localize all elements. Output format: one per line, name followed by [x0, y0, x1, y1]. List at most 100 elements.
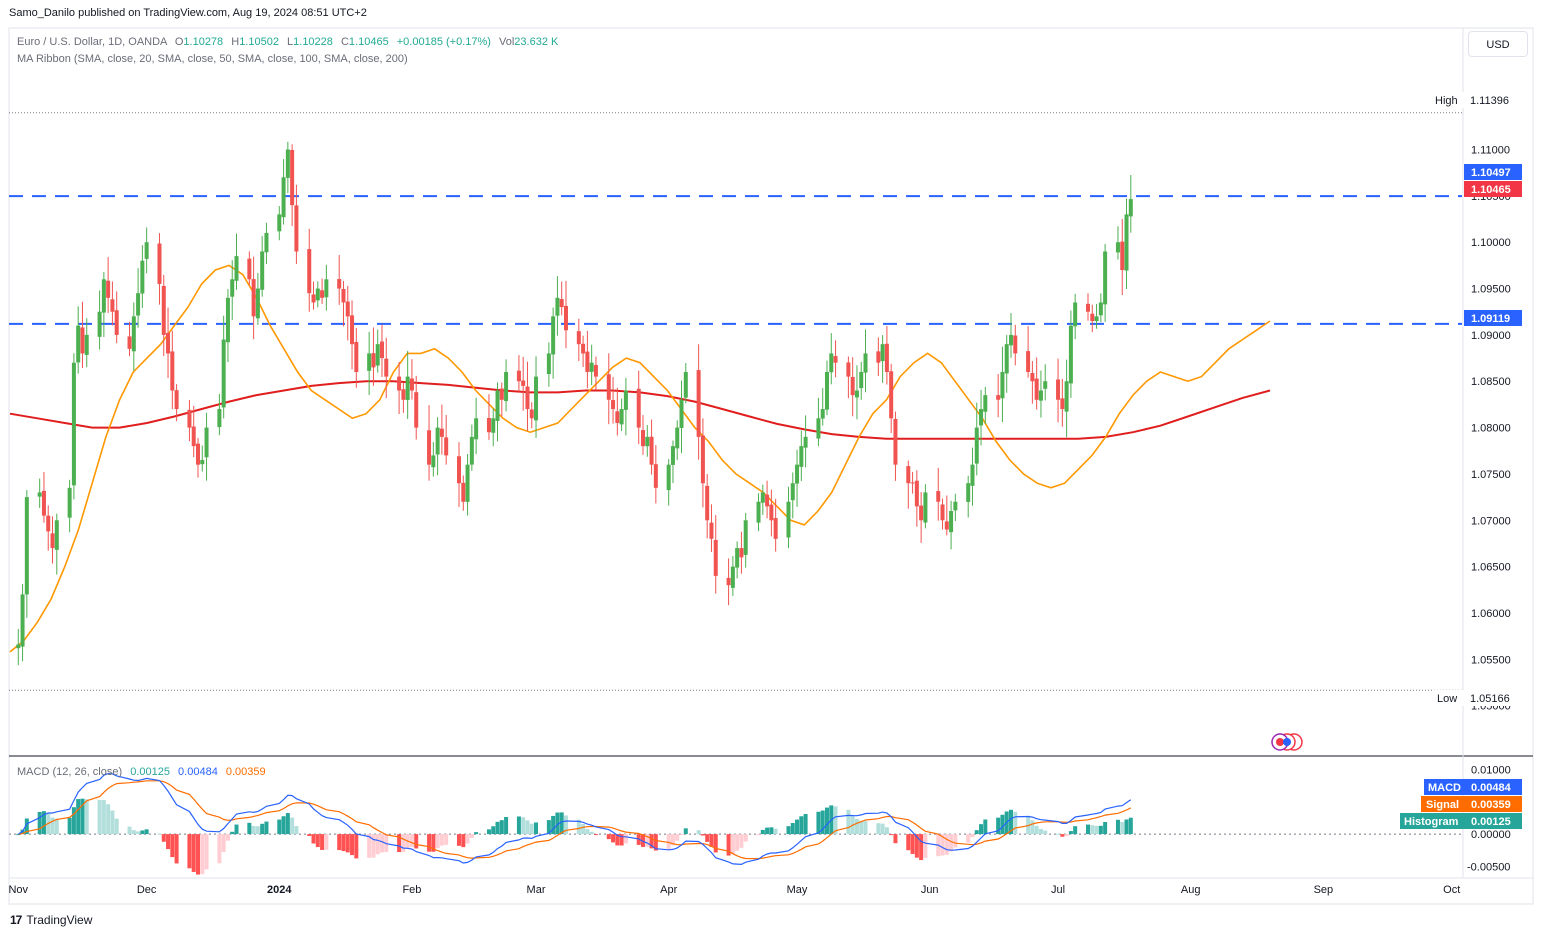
- macd-hist-bar: [187, 834, 192, 869]
- candle: [666, 459, 671, 506]
- macd-hist-bar: [683, 828, 688, 835]
- legend-high: 1.10502: [239, 36, 279, 48]
- candle: [534, 356, 539, 438]
- candle-body: [307, 249, 312, 294]
- candle-body: [696, 370, 701, 437]
- candle-body: [850, 377, 855, 396]
- candle-body: [786, 501, 791, 538]
- candle: [20, 583, 25, 662]
- candle: [653, 445, 658, 504]
- candle-body: [491, 418, 496, 433]
- candle-body: [20, 594, 25, 647]
- candle: [465, 453, 470, 516]
- macd-hist-bar: [354, 834, 359, 859]
- macd-pane: [9, 772, 1462, 875]
- signal-tag: Signal 0.00359: [1421, 796, 1522, 812]
- candle: [1038, 370, 1043, 418]
- candle: [525, 361, 530, 431]
- candle: [24, 489, 29, 618]
- candle-body: [277, 214, 282, 232]
- candle-body: [726, 577, 731, 586]
- macd-hist-bar: [1030, 820, 1035, 835]
- candle: [230, 260, 235, 321]
- candle: [375, 329, 380, 373]
- candle-body: [880, 344, 885, 362]
- candle: [469, 424, 474, 471]
- candle-body: [615, 411, 620, 423]
- candle: [606, 353, 611, 425]
- macd-legend-hist: 0.00125: [130, 766, 170, 778]
- macd-hist-bar: [581, 824, 586, 835]
- candle-body: [914, 480, 919, 507]
- chart-frame: [8, 27, 1534, 905]
- candle: [217, 393, 222, 436]
- macd-hist-bar: [204, 834, 209, 870]
- candle-body: [1038, 390, 1043, 401]
- macd-hist-bar: [486, 829, 491, 835]
- currency-button[interactable]: USD: [1468, 31, 1528, 57]
- macd-hist-bar: [1068, 831, 1073, 835]
- candle: [290, 144, 295, 227]
- time-tick-label: May: [787, 884, 808, 896]
- candle-body: [816, 418, 821, 439]
- candle-body: [1068, 325, 1073, 384]
- macd-hist-bar: [217, 834, 222, 864]
- candles: [16, 141, 1133, 666]
- macd-hist-bar: [820, 810, 825, 835]
- candle: [114, 291, 119, 344]
- candle: [756, 493, 761, 532]
- candle: [1013, 324, 1018, 366]
- candle-body: [859, 371, 864, 389]
- macd-hist-bar: [469, 834, 474, 838]
- candle-body: [876, 351, 881, 363]
- macd-hist-bar: [225, 834, 230, 841]
- candle-body: [504, 371, 509, 402]
- candle: [820, 388, 825, 426]
- candle-body: [773, 518, 778, 539]
- macd-hist-bar: [324, 834, 329, 850]
- candle: [204, 412, 209, 481]
- candle-body: [67, 487, 72, 518]
- tradingview-logo[interactable]: 17 TradingView: [10, 913, 92, 927]
- candle: [384, 337, 389, 399]
- candle-body: [923, 492, 928, 523]
- candle: [401, 382, 406, 413]
- candle: [127, 321, 132, 357]
- candle-body: [795, 464, 800, 484]
- macd-hist-bar: [525, 820, 530, 835]
- candle: [251, 256, 256, 340]
- macd-hist-bar: [884, 827, 889, 835]
- candle-body: [260, 251, 265, 290]
- candle: [880, 335, 885, 383]
- candle: [1043, 364, 1048, 401]
- macd-hist-bar: [713, 834, 718, 853]
- macd-hist-bar: [311, 834, 316, 844]
- candle-body: [534, 376, 539, 421]
- economic-event-icons[interactable]: [1271, 733, 1303, 751]
- macd-hist-bar: [1098, 825, 1103, 835]
- candle-body: [76, 325, 81, 363]
- candle-body: [345, 301, 350, 317]
- macd-hist-bar: [919, 834, 924, 861]
- candle-body: [790, 483, 795, 501]
- candle: [636, 370, 641, 445]
- candle-body: [379, 341, 384, 359]
- macd-hist-bar: [337, 834, 342, 851]
- candle-body: [371, 353, 376, 368]
- candle-body: [563, 305, 568, 331]
- candle-body: [221, 339, 226, 408]
- candle: [529, 402, 534, 429]
- candle-body: [251, 279, 256, 317]
- macd-hist-bar: [850, 814, 855, 835]
- candle-body: [401, 389, 406, 400]
- macd-hist-bar: [700, 834, 705, 836]
- macd-hist-bar: [67, 817, 72, 835]
- candle: [16, 628, 21, 666]
- candle: [341, 280, 346, 327]
- macd-hist-bar: [221, 834, 226, 853]
- candle: [1034, 357, 1039, 410]
- time-tick-label: Jul: [1051, 884, 1065, 896]
- candle: [765, 480, 770, 519]
- macd-hist-bar: [114, 818, 119, 835]
